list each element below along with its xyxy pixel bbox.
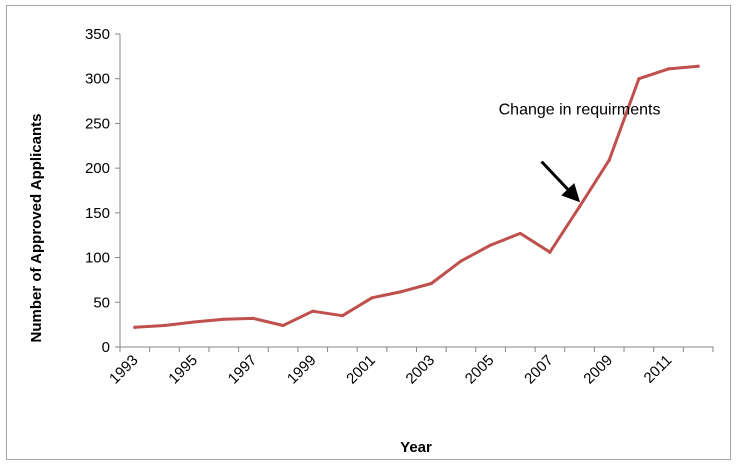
y-axis: 0 50 100 150 200 250 300 350 xyxy=(85,26,121,356)
data-point xyxy=(192,320,196,324)
y-tick-label: 50 xyxy=(93,294,110,311)
data-point xyxy=(548,250,552,254)
data-point xyxy=(400,289,404,294)
y-tick-label: 250 xyxy=(85,115,110,132)
data-point xyxy=(577,204,582,209)
data-point xyxy=(666,67,671,71)
data-point xyxy=(251,316,256,320)
x-axis-title: Year xyxy=(400,439,432,456)
data-point xyxy=(311,309,315,313)
chart-border xyxy=(6,5,731,460)
data-point xyxy=(133,325,137,329)
annotation-group: Change in requirments xyxy=(499,102,661,203)
data-point xyxy=(518,231,522,236)
series-group xyxy=(133,64,700,329)
data-point xyxy=(162,323,167,328)
y-tick-label: 150 xyxy=(85,205,110,222)
data-point xyxy=(607,158,611,162)
annotation-arrow xyxy=(540,160,581,203)
y-tick-label: 300 xyxy=(85,71,110,88)
data-point xyxy=(489,243,493,247)
data-point xyxy=(696,64,700,68)
data-point xyxy=(340,314,344,318)
annotation-text: Change in requirments xyxy=(499,102,661,119)
y-tick-label: 0 xyxy=(102,339,110,356)
series-line xyxy=(133,64,700,329)
data-point xyxy=(459,259,463,263)
data-point xyxy=(281,323,285,328)
data-point xyxy=(637,77,641,81)
data-point xyxy=(370,296,374,300)
data-point xyxy=(429,281,433,286)
y-tick-label: 200 xyxy=(85,160,110,177)
y-axis-title: Number of Approved Applicants xyxy=(28,114,45,343)
y-tick-label: 350 xyxy=(85,26,110,43)
data-point xyxy=(222,317,226,321)
y-tick-label: 100 xyxy=(85,250,110,267)
